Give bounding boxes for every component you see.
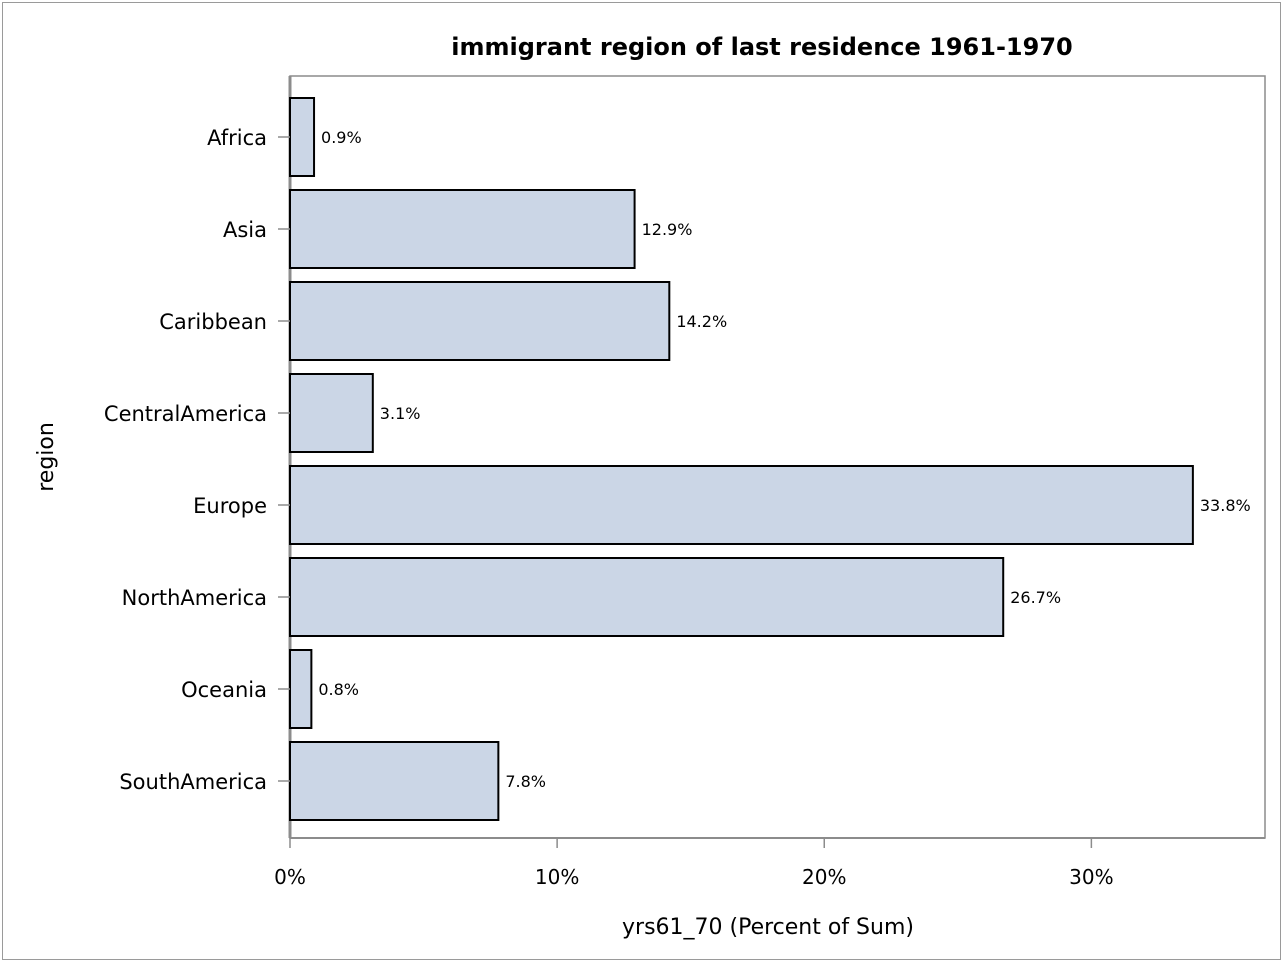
data-label-caribbean: 14.2%	[676, 312, 727, 331]
bar-caribbean	[289, 281, 671, 361]
data-label-centralamerica: 3.1%	[380, 404, 421, 423]
data-label-southamerica: 7.8%	[505, 772, 546, 791]
x-tick-label-20: 20%	[802, 865, 846, 889]
data-label-africa: 0.9%	[321, 128, 362, 147]
bar-southamerica	[289, 741, 500, 821]
bar-africa	[289, 97, 316, 177]
bar-europe	[289, 465, 1194, 545]
x-axis-ticks: 0% 10% 20% 30%	[274, 838, 1114, 889]
y-tick-label-asia: Asia	[223, 218, 267, 242]
x-tick-label-30: 30%	[1069, 865, 1113, 889]
y-tick-label-oceania: Oceania	[181, 678, 267, 702]
y-tick-label-northamerica: NorthAmerica	[122, 586, 267, 610]
y-axis-ticks: Africa Asia Caribbean CentralAmerica Europe N…	[104, 126, 290, 794]
data-label-asia: 12.9%	[642, 220, 693, 239]
data-label-northamerica: 26.7%	[1010, 588, 1061, 607]
y-tick-label-southamerica: SouthAmerica	[119, 770, 267, 794]
data-label-oceania: 0.8%	[318, 680, 359, 699]
data-label-europe: 33.8%	[1200, 496, 1251, 515]
bar-centralamerica	[289, 373, 374, 453]
y-axis-label: region	[34, 422, 59, 492]
bar-northamerica	[289, 557, 1005, 637]
x-tick-label-0: 0%	[274, 865, 306, 889]
y-tick-label-europe: Europe	[193, 494, 267, 518]
bar-asia	[289, 189, 636, 269]
bar-oceania	[289, 649, 313, 729]
y-tick-label-centralamerica: CentralAmerica	[104, 402, 267, 426]
x-tick-label-10: 10%	[535, 865, 579, 889]
x-axis-label: yrs61_70 (Percent of Sum)	[622, 915, 914, 940]
y-tick-label-africa: Africa	[207, 126, 267, 150]
y-tick-label-caribbean: Caribbean	[159, 310, 267, 334]
chart-title: immigrant region of last residence 1961-…	[451, 33, 1072, 61]
bars-group: 0.9% 12.9% 14.2% 3.1% 33.8% 26.7% 0.8% 7.8%	[289, 97, 1251, 821]
